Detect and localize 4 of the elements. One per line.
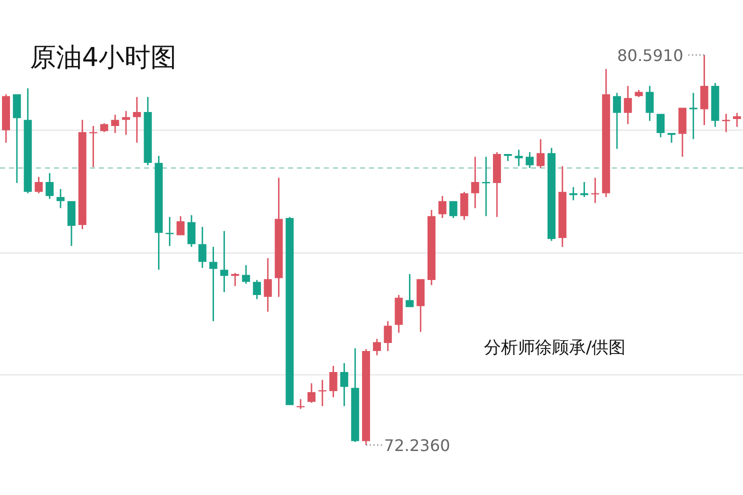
chart-title: 原油4小时图: [30, 43, 177, 73]
annotation: 80.5910: [617, 46, 684, 65]
annotation: 72.2360: [384, 436, 450, 455]
annotation: 分析师徐顾承/供图: [484, 338, 626, 358]
